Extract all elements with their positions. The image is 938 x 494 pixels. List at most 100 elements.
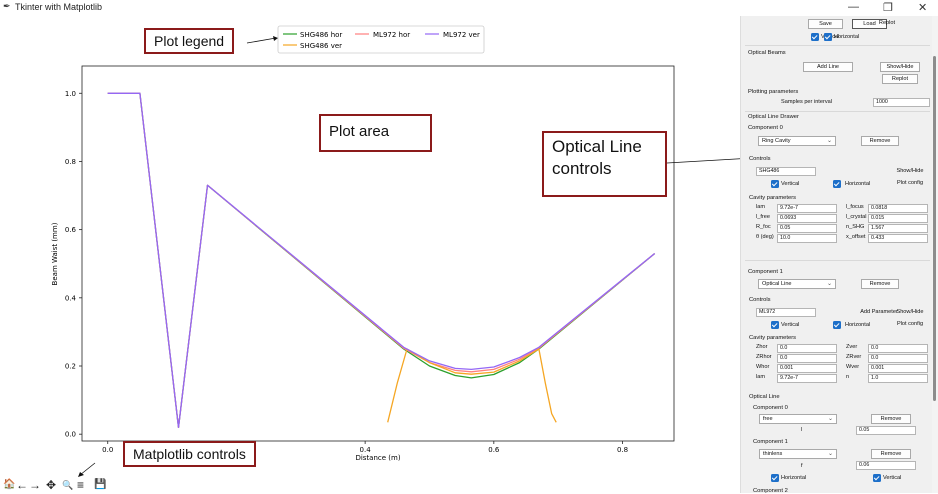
component-1-vertical-label: Vertical xyxy=(781,322,800,328)
component-1-type-select[interactable]: Optical Line ⌄ xyxy=(758,279,836,289)
series-line-ml972-ver xyxy=(107,92,656,429)
maximize-icon[interactable]: ❐ xyxy=(883,2,893,14)
optical-line-controls-callout: Optical Line controls xyxy=(542,131,667,197)
y-axis-label: Beam Waist (mm) xyxy=(51,222,59,285)
param-label: θ (deg) xyxy=(756,234,774,240)
param-input[interactable]: 0.0693 xyxy=(777,214,837,223)
vertical-checkbox[interactable] xyxy=(811,33,819,41)
param-label: R_foc xyxy=(756,224,771,230)
sub-component-1-remove-button[interactable]: Remove xyxy=(871,449,911,459)
sub-component-1-type-value: thinlens xyxy=(763,451,783,457)
param-input[interactable]: 9.72e-7 xyxy=(777,374,837,383)
param-input[interactable]: 1.0 xyxy=(868,374,928,383)
legend-entry-shg486-ver: SHG486 ver xyxy=(300,42,342,50)
sub-component-1-vertical-checkbox[interactable] xyxy=(873,474,881,482)
sub-component-1-type-select[interactable]: thinlens ⌄ xyxy=(759,449,837,459)
component-0-type-select[interactable]: Ring Cavity ⌄ xyxy=(758,136,836,146)
component-1-vertical-checkbox[interactable] xyxy=(771,321,779,329)
param-input[interactable]: 0.0 xyxy=(868,354,928,363)
component-1-horizontal-label: Horizontal xyxy=(845,322,871,328)
param-label: ZRhor xyxy=(756,354,772,360)
forward-icon[interactable]: → xyxy=(29,478,41,492)
minimize-icon[interactable]: — xyxy=(848,1,859,13)
param-input[interactable]: 0.015 xyxy=(868,214,928,223)
param-input[interactable]: 0.433 xyxy=(868,234,928,243)
chevron-down-icon: ⌄ xyxy=(826,138,832,144)
sub-component-0-param-label: l xyxy=(801,427,803,433)
replot-beams-button[interactable]: Replot xyxy=(882,74,918,84)
param-input[interactable]: 0.001 xyxy=(868,364,928,373)
sub-component-0-remove-button[interactable]: Remove xyxy=(871,414,911,424)
sub-component-0-type-value: free xyxy=(763,416,773,422)
replot-button[interactable]: Replot xyxy=(878,20,896,26)
samples-per-interval-input[interactable]: 1000 xyxy=(873,98,930,107)
load-button[interactable]: Load xyxy=(852,19,887,29)
legend-arrow xyxy=(246,37,277,44)
component-0-controls-header: Controls xyxy=(749,156,771,162)
param-label: n_SHG xyxy=(846,224,865,230)
y-tick-label: 0.4 xyxy=(65,294,77,302)
sub-component-0-type-select[interactable]: free ⌄ xyxy=(759,414,837,424)
scrollbar-thumb[interactable] xyxy=(933,56,936,401)
chevron-down-icon: ⌄ xyxy=(826,281,832,287)
y-tick-label: 0.6 xyxy=(65,226,77,234)
x-tick-label: 0.6 xyxy=(488,446,500,454)
save-button[interactable]: Save xyxy=(808,19,843,29)
component-0-show-hide-button[interactable]: Show/Hide xyxy=(896,168,924,174)
optical-beams-header: Optical Beams xyxy=(748,50,786,56)
component-1-plot-config-button[interactable]: Plot config xyxy=(896,321,924,327)
zoom-icon[interactable]: 🔍 xyxy=(62,480,74,490)
param-input[interactable]: 0.0818 xyxy=(868,204,928,213)
param-input[interactable]: 1.567 xyxy=(868,224,928,233)
home-icon[interactable]: 🏠 xyxy=(3,479,16,490)
sub-component-1-vertical-label: Vertical xyxy=(883,475,902,481)
sub-component-0-param-input[interactable]: 0.05 xyxy=(856,426,916,435)
param-input[interactable]: 0.0 xyxy=(777,354,837,363)
horizontal-label: Horizontal xyxy=(834,34,860,40)
sub-component-2-header: Component 2 xyxy=(753,488,788,494)
series-line-shg486-ver xyxy=(387,348,557,423)
add-parameter-button[interactable]: Add Parameter xyxy=(860,309,898,315)
param-label: l_free xyxy=(756,214,770,220)
component-0-name-input[interactable]: SHG486 xyxy=(756,167,816,176)
save-figure-icon[interactable]: 💾 xyxy=(94,479,107,490)
window-title: Tkinter with Matplotlib xyxy=(15,2,103,12)
component-0-remove-button[interactable]: Remove xyxy=(861,136,899,146)
component-1-name-input[interactable]: ML972 xyxy=(756,308,816,317)
chevron-down-icon: ⌄ xyxy=(827,416,833,422)
component-1-remove-button[interactable]: Remove xyxy=(861,279,899,289)
param-input[interactable]: 0.0 xyxy=(868,344,928,353)
component-1-type-value: Optical Line xyxy=(762,281,792,287)
sub-component-1-param-input[interactable]: 0.06 xyxy=(856,461,916,470)
legend-entry-ml972-hor: ML972 hor xyxy=(373,31,410,39)
horizontal-checkbox[interactable] xyxy=(824,33,832,41)
param-label: Zhor xyxy=(756,344,768,350)
param-input[interactable]: 9.72e-7 xyxy=(777,204,837,213)
feather-icon: ✒ xyxy=(3,1,11,11)
param-input[interactable]: 10.0 xyxy=(777,234,837,243)
component-0-horizontal-checkbox[interactable] xyxy=(833,180,841,188)
component-0-plot-config-button[interactable]: Plot config xyxy=(896,180,924,186)
x-tick-label: 0.4 xyxy=(360,446,372,454)
add-line-button[interactable]: Add Line xyxy=(803,62,853,72)
configure-subplots-icon[interactable]: ≡ xyxy=(77,478,85,492)
param-input[interactable]: 0.05 xyxy=(777,224,837,233)
beam-waist-chart[interactable]: 0.00.20.40.60.80.00.20.40.60.81.0 Distan… xyxy=(0,16,740,478)
pan-icon[interactable]: ✥ xyxy=(46,478,57,492)
plot-canvas[interactable]: 0.00.20.40.60.80.00.20.40.60.81.0 Distan… xyxy=(0,16,740,478)
y-tick-label: 0.2 xyxy=(65,363,76,371)
sub-component-1-header: Component 1 xyxy=(753,439,788,445)
param-label: Whor xyxy=(756,364,770,370)
show-hide-button[interactable]: Show/Hide xyxy=(880,62,920,72)
back-icon[interactable]: ← xyxy=(16,478,28,492)
component-0-vertical-checkbox[interactable] xyxy=(771,180,779,188)
control-panel: Save Load Replot Vertical Horizontal Opt… xyxy=(740,16,938,494)
sub-component-1-horizontal-checkbox[interactable] xyxy=(771,474,779,482)
param-input[interactable]: 0.0 xyxy=(777,344,837,353)
panel-scrollbar[interactable] xyxy=(932,16,938,493)
param-label: l_focus xyxy=(846,204,864,210)
component-1-horizontal-checkbox[interactable] xyxy=(833,321,841,329)
close-icon[interactable]: ✕ xyxy=(918,2,928,14)
param-input[interactable]: 0.001 xyxy=(777,364,837,373)
component-1-show-hide-button[interactable]: Show/Hide xyxy=(896,309,924,315)
